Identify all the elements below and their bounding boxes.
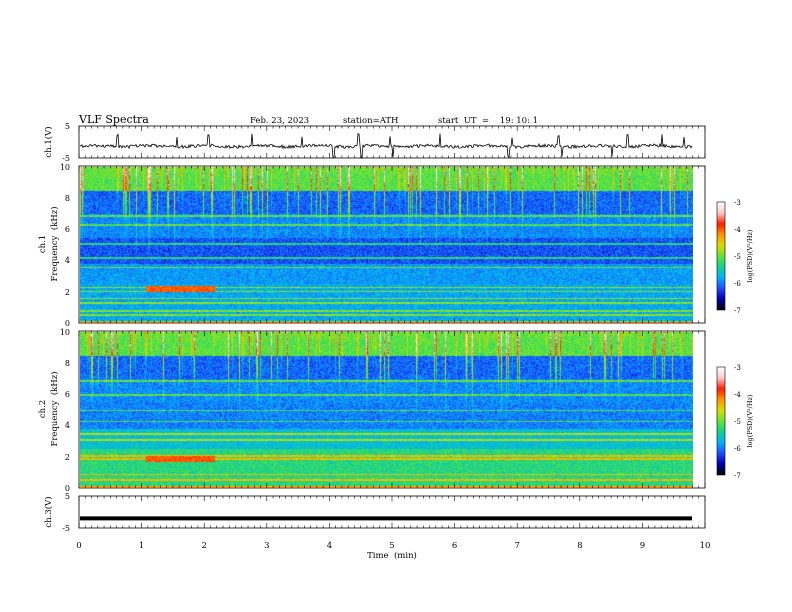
ch1-cbar-label: log(PSD)(V²/Hz) — [746, 229, 754, 282]
ch3-ytick-top: 5 — [65, 492, 70, 501]
ch3-waveform-frame — [78, 495, 706, 529]
ch1-spec-y-ticks: 0 2 4 6 8 10 — [60, 163, 70, 328]
ch2-cbar-tick: -7 — [734, 472, 741, 480]
ch2-spectrogram-heatmap — [79, 331, 693, 488]
ch2-colorbar — [717, 367, 725, 475]
x-tick-label: 7 — [514, 541, 519, 551]
x-tick-label: 5 — [389, 541, 394, 551]
ch2-cbar-tick: -3 — [734, 364, 741, 372]
ch2-spec-x-ticks — [78, 331, 706, 488]
x-tick-label: 1 — [139, 541, 144, 551]
ch1-spectrogram-panel: 0 2 4 6 8 10 ch.1 Frequency (kHz) -3 -4 … — [38, 163, 754, 328]
ch2-spec-ytick: 6 — [65, 390, 70, 399]
x-tick-label: 10 — [700, 541, 711, 551]
ch1-spectrogram-heatmap — [79, 166, 693, 323]
ch2-cbar-tick: -6 — [734, 445, 741, 453]
ch2-spectrogram-panel: 0 2 4 6 8 10 ch.2 Frequency (kHz) -3 -4 … — [38, 328, 754, 493]
ch1-spec-ytick: 4 — [65, 256, 70, 265]
start-time-label: start UT = 19: 10: 1 — [438, 116, 538, 126]
ch1-spec-ytick: 10 — [60, 163, 70, 172]
ch1-cbar-tick: -7 — [734, 307, 741, 315]
ch2-spec-ytick: 0 — [65, 484, 70, 493]
ch3-x-ticks — [78, 496, 706, 528]
ch2-cbar-tick: -4 — [734, 391, 741, 399]
x-tick-label: 3 — [264, 541, 269, 551]
ch1-channel-label: ch.1 — [38, 235, 48, 253]
x-axis: 0 1 2 3 4 5 6 7 8 9 10 Time (min) — [76, 541, 710, 561]
x-tick-label: 6 — [452, 541, 457, 551]
ch1-ylabel: ch.1(V) — [43, 126, 54, 157]
ch1-cbar-tick: -6 — [734, 280, 741, 288]
ch1-cbar-tick: -4 — [734, 226, 741, 234]
x-tick-label: 0 — [76, 541, 81, 551]
ch2-spec-ytick: 8 — [65, 359, 70, 368]
ch1-waveform-line — [79, 133, 693, 160]
ch2-freq-label: Frequency (kHz) — [49, 371, 60, 446]
ch1-x-ticks — [78, 126, 706, 158]
ch1-spec-ytick: 6 — [65, 225, 70, 234]
ch2-cbar-tick: -5 — [734, 418, 741, 426]
date-label: Feb. 23, 2023 — [250, 116, 309, 126]
ch1-colorbar — [717, 202, 725, 310]
ch1-spec-x-ticks — [78, 166, 706, 323]
ch1-ytick-top: 5 — [65, 122, 70, 131]
x-tick-label: 8 — [577, 541, 582, 551]
ch1-spec-ytick: 8 — [65, 194, 70, 203]
ch3-ytick-bottom: -5 — [62, 524, 70, 533]
x-axis-label: Time (min) — [367, 550, 417, 561]
ch1-waveform-panel: 5 -5 ch.1(V) — [43, 122, 706, 163]
ch2-spec-y-ticks: 0 2 4 6 8 10 — [60, 328, 70, 493]
ch1-freq-label: Frequency (kHz) — [49, 206, 60, 281]
ch1-ytick-bottom: -5 — [62, 154, 70, 163]
ch1-spec-ytick: 0 — [65, 319, 70, 328]
ch2-cbar-label: log(PSD)(V²/Hz) — [746, 394, 754, 447]
ch1-cbar-tick: -5 — [734, 253, 741, 261]
ch1-colorbar-frame — [716, 201, 726, 311]
ch3-waveform-panel: 5 -5 ch.3(V) — [43, 492, 706, 533]
station-label: station=ATH — [343, 116, 398, 126]
figure-title: VLF Spectra — [78, 113, 149, 126]
x-tick-label: 2 — [201, 541, 206, 551]
x-tick-label: 4 — [327, 541, 332, 551]
ch1-waveform-frame — [78, 125, 706, 159]
ch1-spec-ytick: 2 — [65, 288, 70, 297]
ch2-spec-ytick: 4 — [65, 421, 70, 430]
ch2-colorbar-frame — [716, 366, 726, 476]
ch2-spec-ytick: 2 — [65, 453, 70, 462]
ch1-cbar-tick: -3 — [734, 199, 741, 207]
ch2-channel-label: ch.2 — [38, 400, 48, 418]
ch2-spec-ytick: 10 — [60, 328, 70, 337]
x-tick-label: 9 — [640, 541, 645, 551]
ch3-ylabel: ch.3(V) — [43, 496, 54, 527]
